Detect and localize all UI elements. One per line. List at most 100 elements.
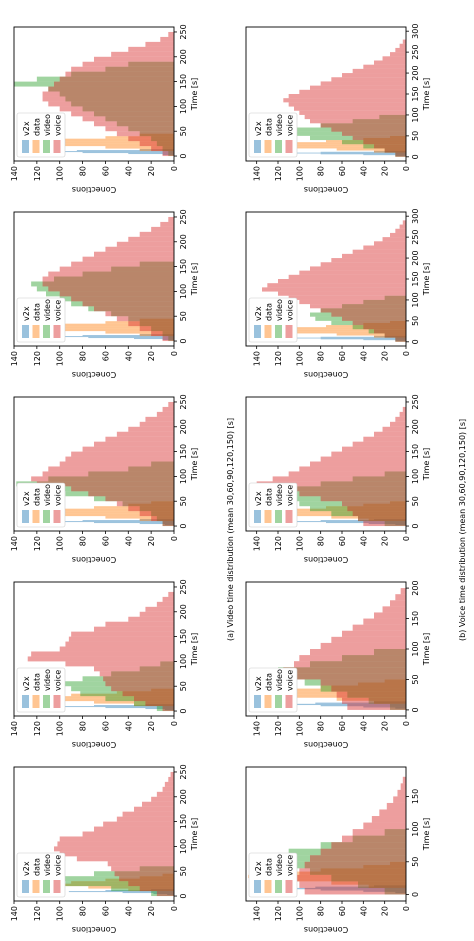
y-tick-label: 100 (295, 351, 304, 366)
histogram-bar-video (310, 135, 406, 141)
y-tick-label: 40 (359, 351, 368, 361)
y-tick-label: 80 (317, 906, 326, 916)
histogram-bar-v2x (105, 707, 174, 709)
histogram-bar-v2x (164, 709, 175, 711)
histogram-bar-data (139, 518, 175, 522)
histogram-panel: 0 50 100 150 200 250 300 0 20 40 60 80 100 120 140 Time… (240, 20, 432, 195)
histogram-bar-voice (103, 821, 174, 827)
histogram-bar-video (384, 521, 406, 527)
histogram-bar-video (31, 281, 174, 287)
histogram-bar-voice (299, 299, 406, 305)
histogram-bar-voice (278, 279, 406, 284)
histogram-bar-data (288, 327, 406, 330)
histogram-bar-video (395, 337, 407, 342)
histogram-bar-video (342, 304, 406, 309)
histogram-bar-video (288, 496, 406, 502)
histogram-bar-data (71, 881, 174, 884)
histogram-bar-v2x (374, 519, 406, 521)
histogram-bar-voice (145, 416, 174, 422)
histogram-bar-voice (288, 673, 406, 680)
histogram-bar-voice (71, 111, 174, 117)
histogram-svg: 0 50 100 150 200 250 300 0 20 40 60 80 100 120 140 Time… (245, 24, 431, 194)
legend-label-data: data (265, 303, 274, 321)
y-tick-label: 60 (101, 351, 110, 361)
legend-swatch-video (275, 880, 282, 893)
histogram-bar-voice (310, 648, 406, 656)
histogram-bar-voice (99, 671, 174, 677)
histogram-bar-video (48, 86, 174, 92)
histogram-bar-video (331, 320, 406, 326)
legend-swatch-v2x (22, 695, 29, 708)
histogram-bar-voice (320, 81, 406, 86)
legend-swatch-v2x (254, 510, 261, 523)
histogram-bar-video (151, 136, 174, 142)
histogram-bar-voice (395, 416, 407, 422)
histogram-bar-v2x (320, 889, 406, 891)
legend-swatch-video (43, 880, 50, 893)
legend-label-video: video (275, 299, 284, 321)
histogram-bar-video (156, 706, 174, 712)
histogram-bar-video (390, 703, 406, 710)
y-tick-label: 40 (124, 536, 133, 546)
x-axis-label: Time [s] (190, 818, 199, 852)
histogram-bar-data (368, 518, 406, 522)
histogram-bar-voice (267, 283, 406, 288)
x-tick-label: 50 (411, 316, 420, 326)
histogram-svg: 0 50 100 150 200 0 20 40 60 80 100 120 140 Time [s] Co… (245, 580, 431, 749)
legend-swatch-data (32, 510, 40, 523)
histogram-bar-voice (294, 661, 406, 668)
histogram-bar-voice (128, 236, 174, 242)
y-tick-label: 100 (56, 721, 65, 736)
histogram-bar-voice (151, 226, 174, 232)
histogram-bar-voice (390, 52, 406, 57)
histogram-bar-voice (331, 636, 406, 643)
legend: v2x data video voice (16, 482, 66, 528)
y-tick-label: 0 (170, 906, 179, 911)
histogram-bar-voice (65, 641, 174, 647)
histogram-bar-v2x (76, 150, 174, 152)
histogram-bar-video (384, 887, 406, 895)
histogram-bar-voice (352, 249, 406, 254)
y-axis-label: Conections (304, 185, 348, 194)
histogram-bar-video (352, 325, 406, 330)
histogram-bar-voice (352, 624, 406, 631)
histogram-bar-video (105, 66, 174, 72)
plot-frame (245, 766, 407, 902)
histogram-bar-v2x (153, 893, 174, 895)
histogram-bar-video (94, 871, 174, 877)
y-tick-label: 140 (10, 721, 19, 736)
y-tick-label: 140 (10, 351, 19, 366)
histogram-bar-voice (342, 446, 406, 452)
histogram-bar-video (46, 681, 174, 687)
histogram-bar-video (82, 271, 174, 277)
legend-label-voice: voice (286, 485, 295, 506)
histogram-bar-data (288, 142, 406, 145)
histogram-bar-data (294, 146, 406, 149)
histogram-bar-voice (390, 421, 406, 427)
histogram-bar-voice (384, 333, 406, 338)
histogram-bar-voice (347, 703, 406, 710)
histogram-bar-data (105, 331, 174, 334)
histogram-bar-voice (363, 325, 406, 330)
legend-label-voice: voice (286, 300, 295, 321)
x-tick-label: 100 (179, 654, 188, 669)
histogram-bar-video (168, 151, 174, 157)
y-tick-label: 40 (124, 166, 133, 176)
y-tick-label: 0 (402, 351, 411, 356)
histogram-bar-video (272, 131, 406, 136)
y-tick-label: 20 (381, 536, 390, 546)
histogram-bar-voice (168, 401, 174, 407)
y-tick-label: 60 (338, 166, 347, 176)
histogram-bar-v2x (363, 890, 406, 892)
histogram-bar-v2x (88, 337, 174, 339)
histogram-bar-video (374, 648, 406, 656)
histogram-bar-v2x (151, 889, 174, 891)
histogram-bar-voice (111, 686, 174, 692)
histogram-bar-v2x (374, 335, 406, 337)
histogram-bar-voice (27, 656, 174, 662)
histogram-bar-video (331, 511, 406, 517)
x-tick-label: 150 (411, 789, 420, 804)
histogram-bar-voice (88, 491, 174, 497)
histogram-bar-voice (320, 262, 406, 267)
histogram-bar-voice (363, 140, 406, 145)
